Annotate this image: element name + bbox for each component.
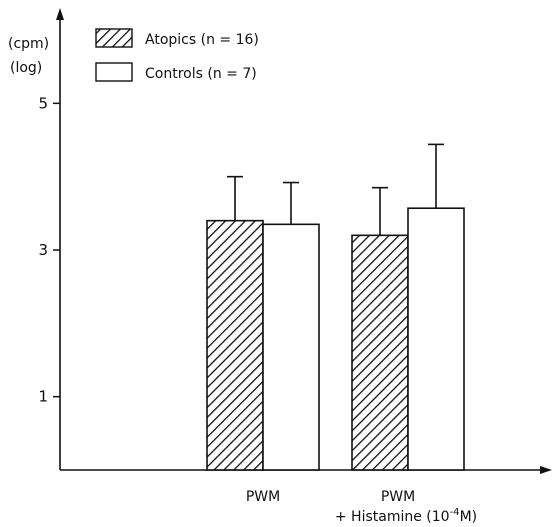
x-category-label: PWM: [381, 489, 415, 505]
y-tick-label: 3: [38, 241, 48, 259]
sublabel-superscript: -4: [450, 507, 460, 518]
x-category-label: PWM: [246, 489, 280, 505]
bar-atopics: [206, 219, 264, 471]
bar-controls: [407, 207, 465, 471]
y-tick-label: 5: [38, 94, 48, 112]
x-axis-arrow: [540, 466, 552, 474]
bars: [206, 207, 465, 471]
y-axis-label-line-1: (cpm): [8, 36, 49, 52]
legend-label-controls: Controls (n = 7): [145, 66, 257, 82]
legend-swatch-atopics: [95, 28, 133, 48]
x-category-labels: PWM PWM + Histamine (10-4M): [246, 489, 477, 525]
sublabel-part: M): [460, 509, 478, 525]
legend: Atopics (n = 16) Controls (n = 7): [95, 28, 259, 82]
legend-label-atopics: Atopics (n = 16): [145, 32, 259, 48]
sublabel-part: + Histamine (10: [335, 509, 450, 525]
bar-atopics: [351, 234, 409, 471]
error-bars: [227, 143, 444, 236]
y-ticks: 1 3 5: [38, 94, 60, 406]
y-tick-label: 1: [38, 388, 48, 406]
y-axis-arrow: [56, 8, 64, 20]
y-axis-label-line-2: (log): [10, 60, 42, 76]
bar-controls: [262, 223, 320, 471]
x-category-sublabel: + Histamine (10-4M): [335, 507, 477, 525]
legend-swatch-controls: [95, 62, 133, 82]
